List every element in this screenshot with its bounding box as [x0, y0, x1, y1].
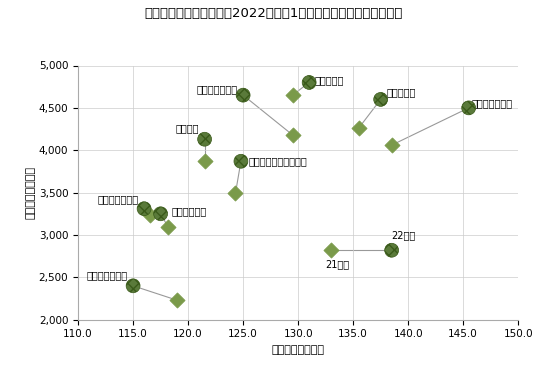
- Point: [239, 92, 248, 98]
- Y-axis label: 平均単価（万円）: 平均単価（万円）: [26, 166, 36, 219]
- Point: [140, 206, 149, 212]
- Text: 旭化成ホームズ: 旭化成ホームズ: [197, 84, 238, 94]
- Point: [145, 212, 154, 218]
- Point: [237, 158, 246, 164]
- Point: [200, 158, 209, 164]
- Point: [387, 142, 396, 148]
- X-axis label: 平均床面積（㎡）: 平均床面積（㎡）: [272, 345, 324, 355]
- Point: [231, 191, 240, 196]
- Text: 三井ホーム: 三井ホーム: [315, 75, 344, 85]
- Text: ミサワホーム: ミサワホーム: [172, 206, 207, 216]
- Point: [387, 247, 396, 253]
- Text: 大和ハウス工業: 大和ハウス工業: [472, 98, 513, 108]
- Point: [173, 297, 181, 303]
- Point: [156, 211, 165, 217]
- Point: [288, 92, 297, 98]
- Text: 大手住宅メーカー９社の2022年度の1棟平均単価・床面積の散布図: 大手住宅メーカー９社の2022年度の1棟平均単価・床面積の散布図: [145, 7, 403, 20]
- Text: パナソニックホームズ: パナソニックホームズ: [249, 156, 307, 166]
- Text: ヤマダホームズ: ヤマダホームズ: [87, 270, 128, 280]
- Point: [376, 97, 385, 102]
- Point: [129, 283, 138, 289]
- Point: [200, 136, 209, 142]
- Point: [305, 80, 313, 85]
- Text: 21年度: 21年度: [326, 259, 350, 269]
- Point: [464, 105, 473, 111]
- Text: セキスイハイム: セキスイハイム: [98, 194, 139, 204]
- Text: 住友林業: 住友林業: [175, 123, 199, 133]
- Text: 積水ハウス: 積水ハウス: [386, 88, 415, 98]
- Point: [327, 247, 335, 253]
- Point: [354, 125, 363, 131]
- Text: 22年度: 22年度: [392, 230, 416, 240]
- Point: [288, 132, 297, 138]
- Point: [164, 224, 173, 230]
